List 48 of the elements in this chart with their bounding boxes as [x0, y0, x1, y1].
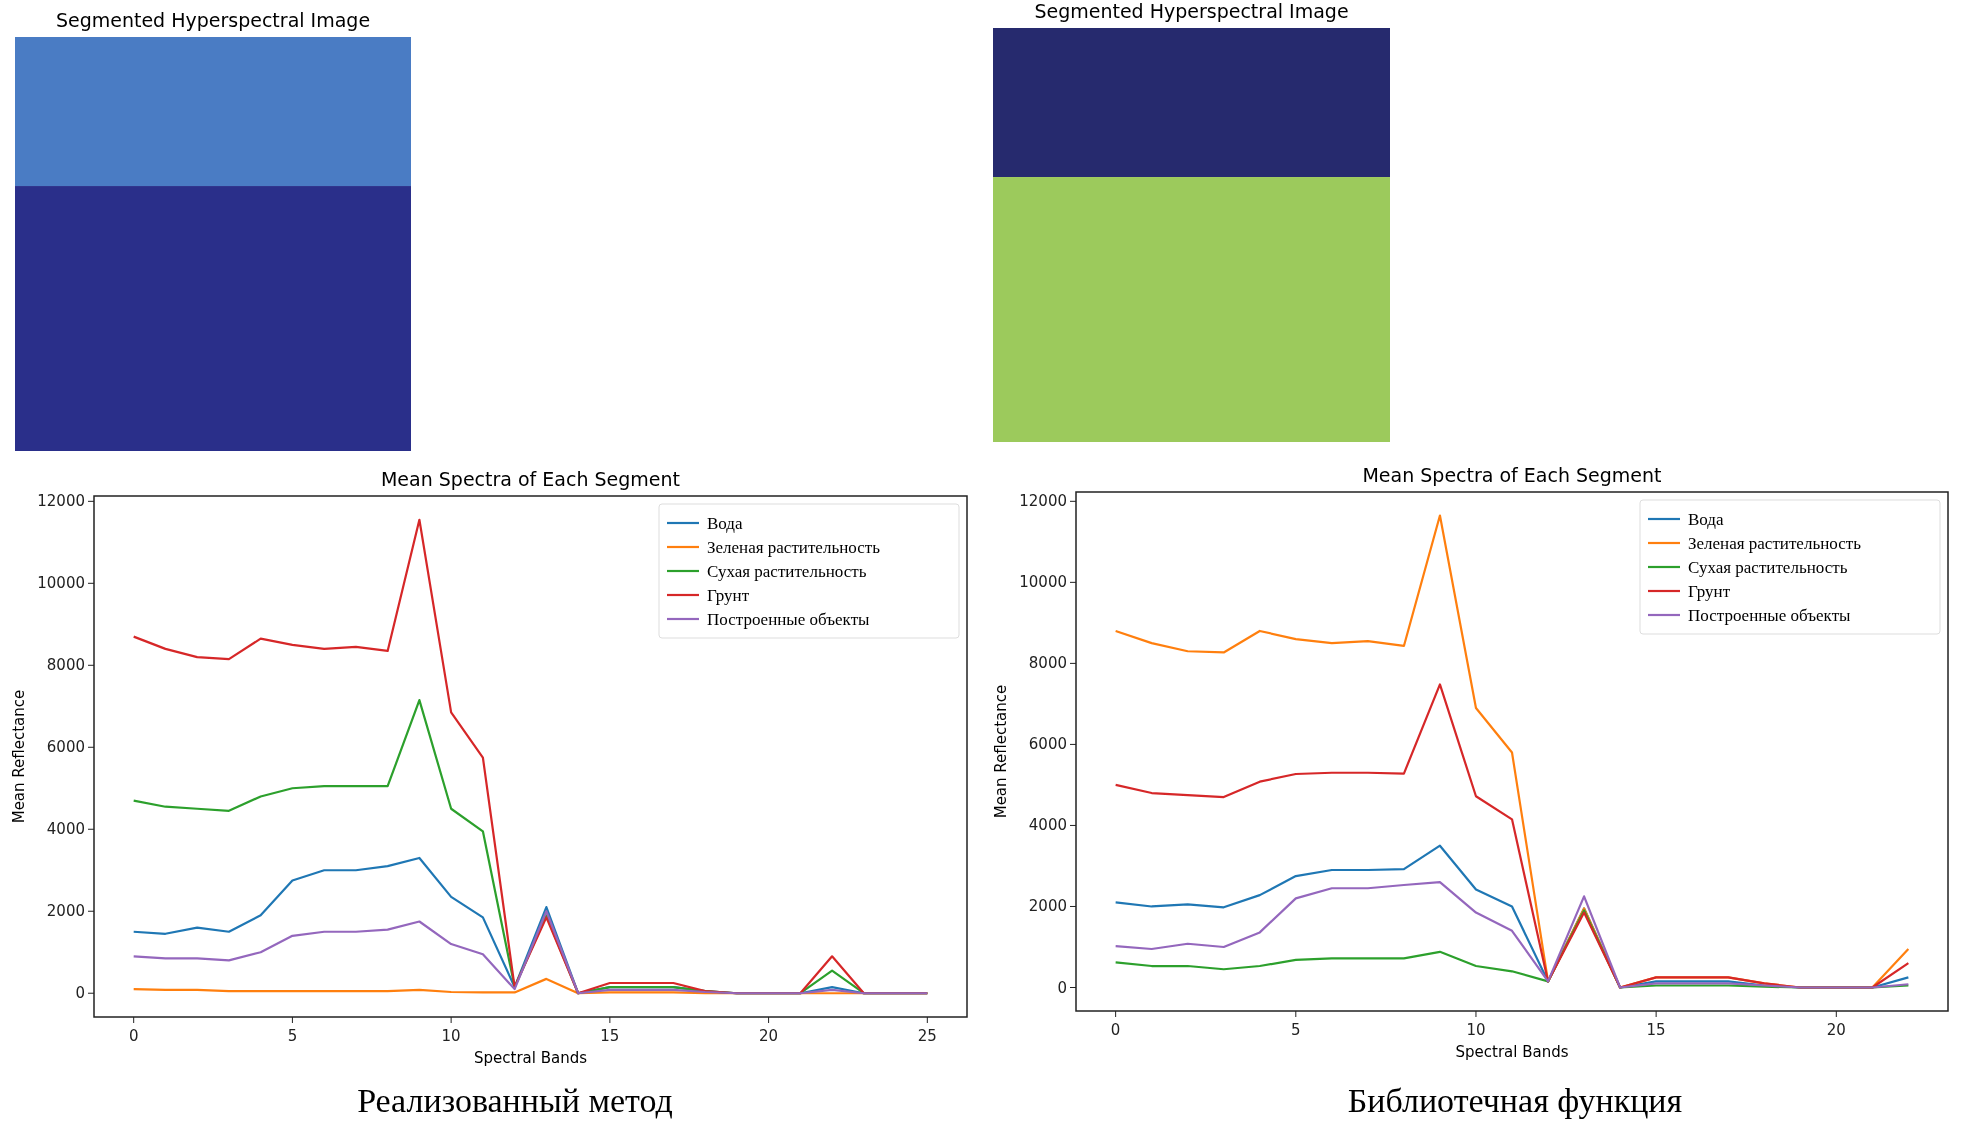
text: Segmented Hyperspectral Image — [1034, 0, 1349, 22]
text: Реализованный метод — [357, 1082, 673, 1119]
legend-label: Построенные объекты — [707, 610, 871, 629]
y-tick-label: 10000 — [1019, 573, 1067, 592]
y-tick-label: 0 — [1057, 978, 1067, 997]
x-tick-label: 20 — [1826, 1021, 1846, 1039]
legend-label: Вода — [1688, 510, 1724, 529]
chart-title: Mean Spectra of Each Segment — [380, 468, 681, 490]
x-tick-label: 0 — [1110, 1021, 1121, 1039]
y-tick-label: 2000 — [1028, 897, 1067, 916]
legend-label: Зеленая растительность — [707, 538, 881, 557]
legend-label: Построенные объекты — [1688, 606, 1852, 625]
y-tick-label: 0 — [75, 984, 85, 1003]
x-tick-label: 20 — [759, 1027, 779, 1045]
y-tick-label: 10000 — [37, 574, 85, 593]
legend-label: Грунт — [707, 586, 750, 605]
line-series — [1114, 683, 1910, 989]
y-tick-label: 4000 — [46, 820, 85, 839]
x-tick-label: 10 — [441, 1027, 461, 1045]
chart-title: Mean Spectra of Each Segment — [1362, 464, 1662, 486]
line-series — [132, 910, 929, 995]
legend-label: Зеленая растительность — [1688, 534, 1862, 553]
legend-label: Грунт — [1688, 582, 1731, 601]
y-tick-label: 6000 — [46, 738, 85, 757]
x-tick-label: 15 — [600, 1027, 620, 1045]
y-tick-label: 4000 — [1028, 816, 1067, 835]
line-series — [1114, 881, 1910, 989]
y-tick-label: 2000 — [46, 902, 85, 921]
x-tick-label: 25 — [917, 1027, 937, 1045]
x-tick-label: 15 — [1646, 1021, 1666, 1039]
y-tick-label: 12000 — [1019, 492, 1067, 511]
y-tick-label: 8000 — [46, 656, 85, 675]
y-tick-label: 12000 — [37, 492, 85, 511]
y-axis-title: Mean Reflectance — [10, 689, 28, 824]
x-tick-label: 5 — [1291, 1021, 1301, 1039]
x-tick-label: 5 — [287, 1027, 298, 1045]
x-axis-title: Spectral Bands — [473, 1049, 588, 1067]
x-axis-title: Spectral Bands — [1455, 1043, 1569, 1061]
y-tick-label: 6000 — [1028, 735, 1067, 754]
legend-label: Сухая растительность — [707, 562, 867, 581]
text: Библиотечная функция — [1347, 1082, 1683, 1119]
y-tick-label: 8000 — [1028, 654, 1067, 673]
legend-label: Сухая растительность — [1688, 558, 1848, 577]
text: Segmented Hyperspectral Image — [55, 9, 371, 31]
legend-label: Вода — [707, 514, 743, 533]
x-tick-label: 0 — [128, 1027, 139, 1045]
x-tick-label: 10 — [1466, 1021, 1486, 1039]
y-axis-title: Mean Reflectance — [992, 684, 1010, 819]
